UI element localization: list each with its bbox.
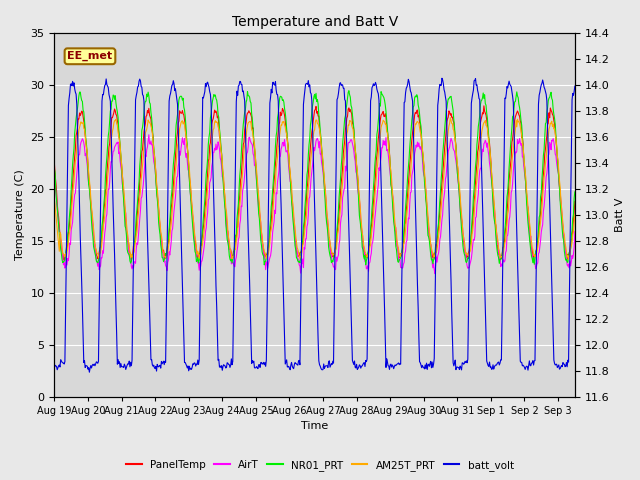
Text: EE_met: EE_met [67,51,113,61]
Y-axis label: Temperature (C): Temperature (C) [15,169,25,260]
X-axis label: Time: Time [301,421,328,432]
Legend: PanelTemp, AirT, NR01_PRT, AM25T_PRT, batt_volt: PanelTemp, AirT, NR01_PRT, AM25T_PRT, ba… [122,456,518,475]
Y-axis label: Batt V: Batt V [615,198,625,232]
Title: Temperature and Batt V: Temperature and Batt V [232,15,397,29]
